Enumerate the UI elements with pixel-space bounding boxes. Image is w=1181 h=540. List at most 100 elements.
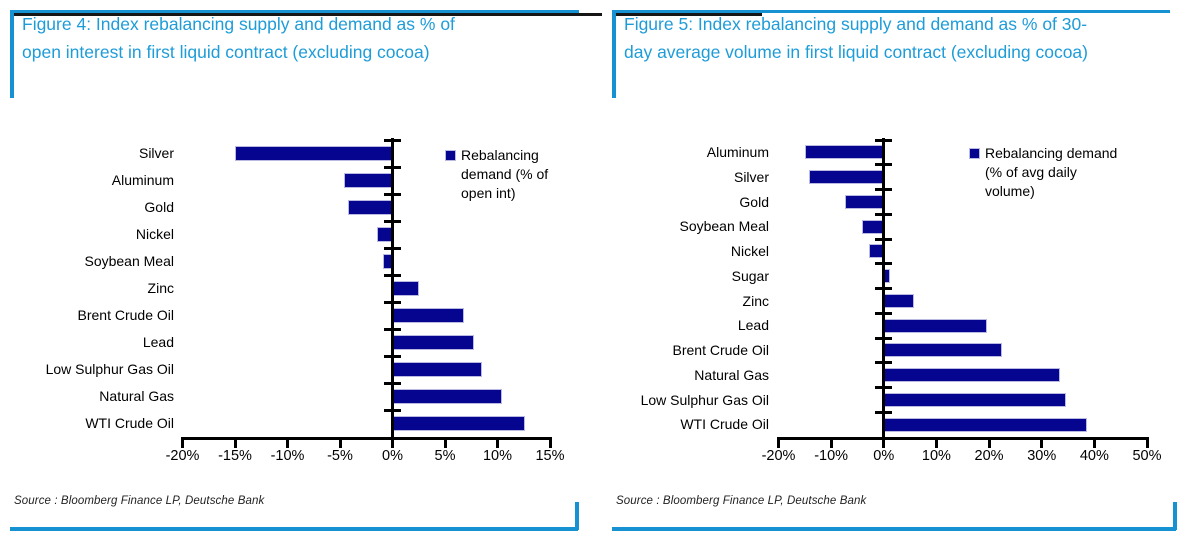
figure4-top-black-rule	[13, 13, 602, 16]
legend-label-line: Rebalancing demand	[985, 145, 1118, 161]
figure4-title-accent-bar	[10, 10, 14, 98]
bar-gold	[348, 200, 393, 215]
x-axis-tick	[391, 437, 394, 448]
x-tick-label: -20%	[761, 448, 796, 464]
bar-soybean-meal	[862, 219, 884, 234]
category-label-soybean-meal: Soybean Meal	[84, 253, 174, 269]
x-axis-tick	[934, 437, 938, 448]
x-axis-tick	[829, 437, 833, 448]
figure4-panel: Figure 4: Index rebalancing supply and d…	[10, 0, 602, 540]
legend-label-line: volume)	[985, 183, 1035, 199]
figure5-chart: Aluminum Silver Gold Soybean Meal Nickel Suga…	[612, 0, 1176, 540]
bar-low-sulphur-gas-oil	[883, 392, 1067, 407]
x-tick-label: 10%	[482, 448, 513, 464]
category-label-wti-crude-oil: WTI Crude Oil	[85, 415, 174, 431]
figure4-bottom-right-riser	[575, 502, 579, 530]
bar-natural-gas	[392, 389, 502, 404]
category-label-low-sulphur-gas-oil: Low Sulphur Gas Oil	[640, 391, 769, 408]
category-label-nickel: Nickel	[730, 243, 769, 259]
x-axis-tick	[181, 437, 184, 448]
x-tick-label: -10%	[270, 448, 305, 464]
zero-axis	[882, 138, 886, 439]
legend-swatch	[445, 150, 456, 161]
x-axis-tick	[1092, 437, 1096, 448]
x-axis-tick	[1040, 437, 1044, 448]
bar-aluminum	[804, 145, 884, 160]
category-label-zinc: Zinc	[147, 280, 174, 296]
legend-label-line: (% of avg daily	[985, 164, 1077, 180]
x-axis	[181, 437, 552, 440]
x-tick-label: 0%	[873, 448, 895, 464]
legend-label-line: Rebalancing	[461, 147, 539, 163]
bar-gold	[845, 194, 884, 209]
x-tick-label: 5%	[434, 448, 456, 464]
bar-lead	[883, 318, 988, 333]
bar-silver	[809, 170, 884, 185]
figure5-source-note: Source : Bloomberg Finance LP, Deutsche …	[616, 495, 867, 507]
legend-label-line: demand (% of	[461, 166, 549, 182]
figure4-chart: Silver Aluminum Gold Nickel Soybean Meal Zinc…	[10, 0, 578, 540]
figure5-bottom-right-riser	[1173, 502, 1177, 530]
x-tick-label: 0%	[382, 448, 403, 464]
category-label-lead: Lead	[142, 334, 174, 350]
bar-brent-crude-oil	[883, 343, 1003, 358]
category-label-brent-crude-oil: Brent Crude Oil	[672, 342, 769, 358]
bar-wti-crude-oil	[392, 416, 525, 431]
category-label-wti-crude-oil: WTI Crude Oil	[680, 416, 769, 433]
x-axis-tick	[548, 437, 552, 448]
category-label-nickel: Nickel	[135, 226, 174, 242]
x-tick-label: 20%	[974, 448, 1004, 464]
category-label-aluminum: Aluminum	[111, 172, 174, 188]
figure5-panel: Figure 5: Index rebalancing supply and d…	[612, 0, 1177, 540]
figure5-title: Figure 5: Index rebalancing supply and d…	[624, 14, 1088, 62]
x-tick-label: 40%	[1079, 448, 1109, 464]
bar-zinc	[392, 281, 419, 296]
bar-low-sulphur-gas-oil	[392, 362, 482, 377]
x-axis-tick	[777, 437, 780, 448]
x-tick-label: 50%	[1132, 448, 1162, 464]
zero-axis	[391, 138, 394, 439]
x-axis-tick	[987, 437, 991, 448]
category-label-low-sulphur-gas-oil: Low Sulphur Gas Oil	[45, 361, 174, 377]
category-label-natural-gas: Natural Gas	[694, 366, 769, 383]
figure4-bottom-accent-rule	[10, 527, 578, 531]
bar-wti-crude-oil	[883, 417, 1087, 432]
x-axis	[777, 437, 1149, 440]
figure4-title: Figure 4: Index rebalancing supply and d…	[22, 14, 455, 62]
figure4-top-accent-rule	[10, 10, 579, 13]
x-tick-label: 30%	[1027, 448, 1057, 464]
category-label-gold: Gold	[144, 199, 174, 215]
x-tick-label: -10%	[814, 448, 849, 464]
bar-natural-gas	[883, 368, 1060, 383]
legend-label-line: open int)	[461, 185, 516, 201]
category-label-silver: Silver	[138, 145, 174, 161]
category-label-gold: Gold	[739, 193, 769, 210]
category-label-brent-crude-oil: Brent Crude Oil	[77, 307, 174, 323]
x-tick-label: -5%	[327, 448, 353, 464]
figure5-title-accent-bar	[612, 10, 616, 98]
x-axis-tick	[338, 437, 342, 448]
category-label-lead: Lead	[737, 317, 769, 334]
legend-swatch	[969, 148, 980, 159]
x-tick-label: -20%	[165, 448, 200, 464]
x-tick-label: 10%	[921, 448, 951, 464]
category-label-soybean-meal: Soybean Meal	[679, 218, 769, 235]
x-axis-tick	[496, 437, 499, 448]
bar-silver	[235, 146, 393, 161]
bar-zinc	[883, 293, 915, 308]
category-label-zinc: Zinc	[742, 292, 769, 309]
figure4-source-note: Source : Bloomberg Finance LP, Deutsche …	[14, 495, 265, 507]
category-label-natural-gas: Natural Gas	[99, 388, 174, 404]
figure5-bottom-accent-rule	[612, 527, 1176, 531]
x-axis-tick	[882, 437, 886, 448]
bar-aluminum	[344, 173, 393, 188]
x-tick-label: 15%	[535, 448, 565, 464]
bar-brent-crude-oil	[392, 308, 464, 323]
category-label-silver: Silver	[733, 168, 769, 185]
x-axis-tick	[233, 437, 237, 448]
figure5-top-accent-rule	[612, 10, 1170, 13]
x-axis-tick	[286, 437, 289, 448]
x-tick-label: -15%	[218, 448, 252, 464]
figure5-top-black-rule	[614, 13, 762, 16]
